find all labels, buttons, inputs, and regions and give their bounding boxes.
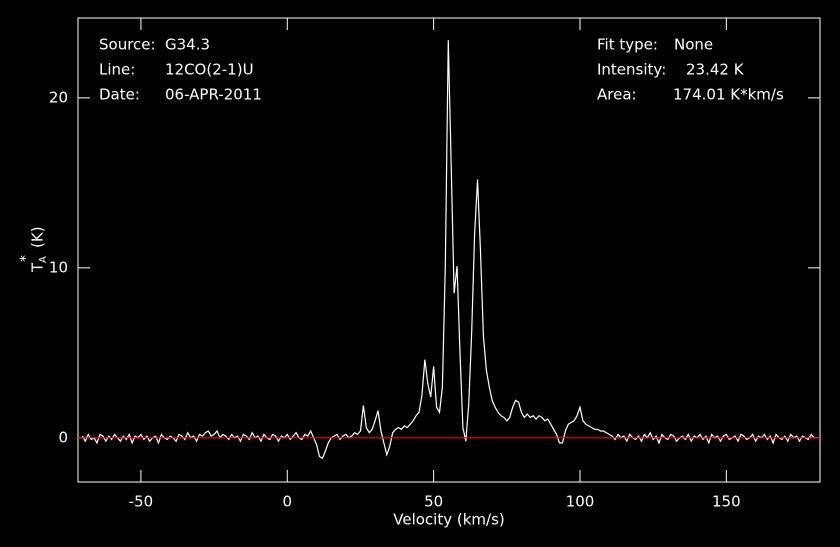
annotation-label: Area: [597,86,637,104]
x-tick-label: 150 [712,493,741,511]
annotation-label: Source: [99,36,156,54]
annotation-label: Date: [99,86,140,104]
y-tick-label: 10 [49,258,68,276]
plot-frame [77,17,821,483]
annotation-value: 06-APR-2011 [165,86,262,104]
annotation-label: Fit type: [597,36,658,54]
spectrum-line [81,40,815,460]
annotation-label: Intensity: [597,61,666,79]
y-label-unit: (K) [29,226,47,248]
annotation-value: G34.3 [165,36,210,54]
annotation-value: 23.42 K [686,61,745,79]
annotation-value: 12CO(2-1)U [165,61,254,79]
y-tick-label: 20 [49,88,68,106]
annotation-value: 174.01 K*km/s [673,86,784,104]
y-label-symbol: T [29,262,47,273]
x-tick-label: -50 [129,493,154,511]
x-tick-label: 50 [424,493,443,511]
annotation-label: Line: [99,61,135,79]
x-tick-label: 0 [283,493,293,511]
y-tick-label: 0 [58,428,68,446]
y-axis-label: T A * (K) [18,226,49,273]
y-label-sup: * [18,255,34,262]
x-tick-label: 100 [566,493,595,511]
x-axis-label: Velocity (km/s) [393,511,504,529]
y-label-sub: A [38,256,49,263]
annotation-value: None [674,36,713,54]
